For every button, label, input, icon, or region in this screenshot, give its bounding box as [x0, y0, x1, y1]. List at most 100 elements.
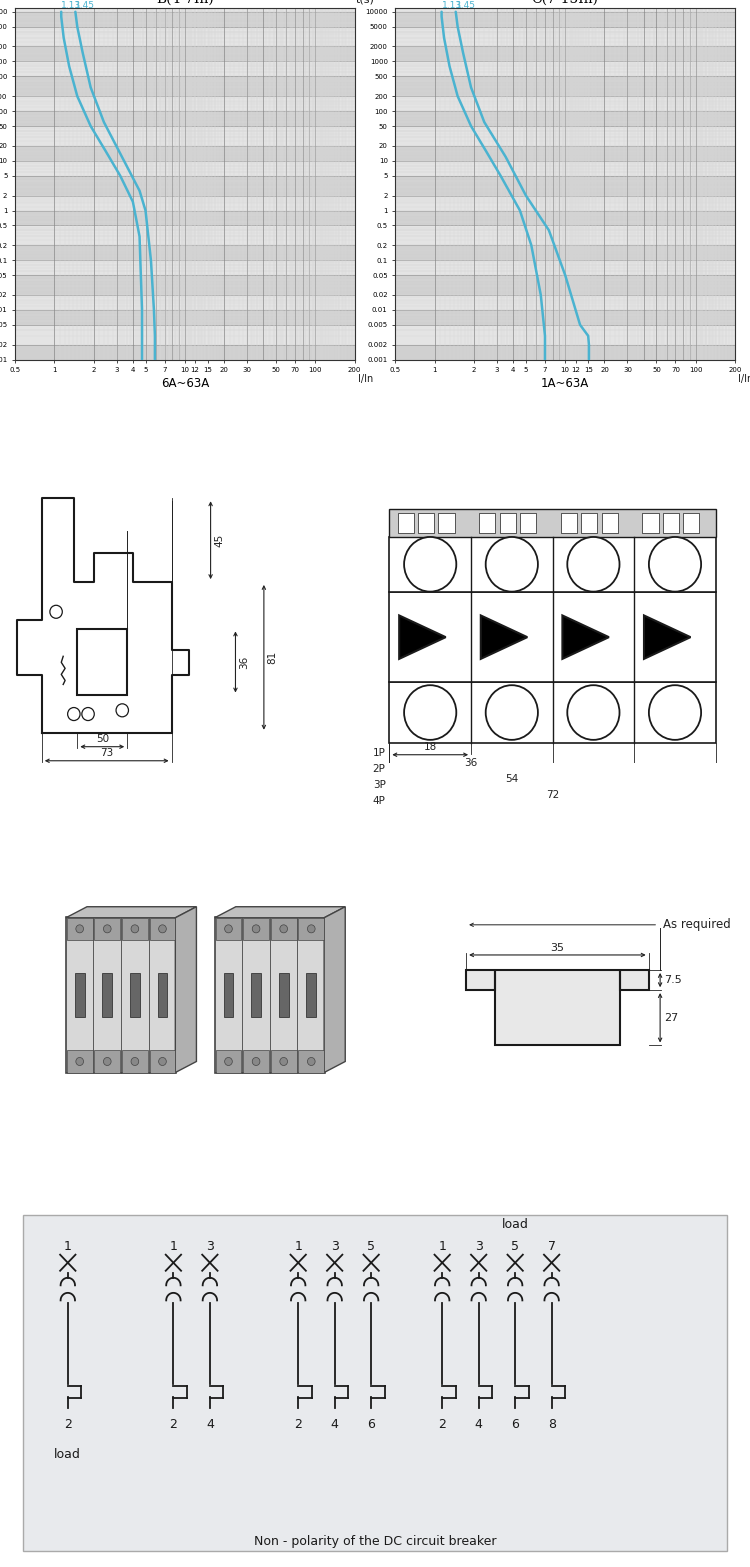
Bar: [15, 96, 355, 111]
X-axis label: 6A~63A: 6A~63A: [160, 378, 209, 390]
Title: C(7-15In): C(7-15In): [532, 0, 598, 5]
Bar: [15, 196, 355, 210]
Bar: [15, 111, 355, 125]
Text: 27: 27: [664, 1014, 678, 1023]
Bar: [15, 27, 355, 47]
Bar: [395, 146, 735, 161]
Circle shape: [50, 605, 62, 619]
Bar: [395, 27, 735, 47]
Bar: [279, 973, 289, 1017]
Text: 1.13: 1.13: [442, 0, 462, 9]
Text: load: load: [54, 1448, 81, 1460]
Circle shape: [104, 925, 111, 932]
Bar: [271, 1050, 296, 1072]
Bar: [418, 512, 434, 533]
Circle shape: [252, 1058, 260, 1066]
Circle shape: [76, 1058, 83, 1066]
Polygon shape: [399, 616, 445, 658]
Text: t(s): t(s): [356, 0, 375, 5]
Bar: [15, 226, 355, 244]
Bar: [395, 176, 735, 196]
Bar: [581, 512, 598, 533]
Bar: [75, 973, 85, 1017]
Text: 73: 73: [100, 747, 113, 758]
Text: 6: 6: [368, 1418, 375, 1431]
Bar: [243, 1050, 269, 1072]
Circle shape: [280, 925, 287, 932]
Bar: [67, 1050, 92, 1072]
Text: 1.45: 1.45: [75, 0, 95, 9]
Bar: [15, 146, 355, 161]
Bar: [214, 917, 325, 1072]
Circle shape: [567, 537, 620, 592]
Bar: [243, 918, 269, 940]
Text: 81: 81: [268, 650, 278, 664]
Bar: [395, 310, 735, 324]
Text: 4P: 4P: [373, 796, 386, 805]
Bar: [15, 310, 355, 324]
Text: 50: 50: [96, 733, 109, 744]
Circle shape: [567, 685, 620, 740]
Bar: [520, 512, 536, 533]
Circle shape: [649, 537, 701, 592]
Bar: [15, 125, 355, 146]
Text: 1: 1: [438, 1239, 446, 1254]
Bar: [122, 918, 148, 940]
Text: 1: 1: [294, 1239, 302, 1254]
Polygon shape: [481, 616, 527, 658]
X-axis label: 1A~63A: 1A~63A: [541, 378, 590, 390]
Bar: [602, 512, 618, 533]
Circle shape: [404, 685, 456, 740]
Bar: [389, 592, 716, 682]
Bar: [66, 917, 176, 1072]
Bar: [395, 96, 735, 111]
Text: 3: 3: [206, 1239, 214, 1254]
Text: I/In: I/In: [358, 373, 374, 384]
Polygon shape: [324, 907, 345, 1072]
Polygon shape: [66, 907, 196, 918]
Bar: [94, 1050, 120, 1072]
Bar: [94, 918, 120, 940]
Bar: [15, 176, 355, 196]
Bar: [251, 973, 261, 1017]
Circle shape: [225, 1058, 232, 1066]
Bar: [500, 512, 516, 533]
Bar: [642, 512, 658, 533]
Bar: [395, 47, 735, 61]
Bar: [216, 918, 242, 940]
Text: 4: 4: [475, 1418, 482, 1431]
Bar: [395, 324, 735, 345]
Circle shape: [82, 708, 94, 721]
Title: B(4-7In): B(4-7In): [156, 0, 214, 5]
Bar: [15, 324, 355, 345]
Bar: [395, 196, 735, 210]
Text: 35: 35: [550, 943, 565, 953]
Bar: [150, 1050, 176, 1072]
Bar: [15, 8, 355, 13]
Text: 36: 36: [464, 758, 478, 768]
Circle shape: [649, 685, 701, 740]
Bar: [15, 61, 355, 77]
Text: 4: 4: [331, 1418, 338, 1431]
Text: 4: 4: [206, 1418, 214, 1431]
Text: 72: 72: [546, 790, 560, 801]
Bar: [398, 512, 414, 533]
Bar: [389, 536, 716, 592]
Polygon shape: [644, 616, 691, 658]
Polygon shape: [176, 907, 196, 1072]
Circle shape: [486, 537, 538, 592]
Text: load: load: [502, 1218, 529, 1232]
Bar: [395, 77, 735, 96]
Bar: [307, 973, 316, 1017]
Text: 8: 8: [548, 1418, 556, 1431]
Text: 7.5: 7.5: [664, 975, 682, 986]
Circle shape: [131, 925, 139, 932]
Circle shape: [159, 925, 166, 932]
Polygon shape: [214, 907, 345, 918]
Bar: [438, 512, 454, 533]
Bar: [395, 226, 735, 244]
Text: 45: 45: [214, 534, 224, 547]
Bar: [389, 682, 716, 743]
Bar: [15, 295, 355, 310]
Bar: [395, 61, 735, 77]
